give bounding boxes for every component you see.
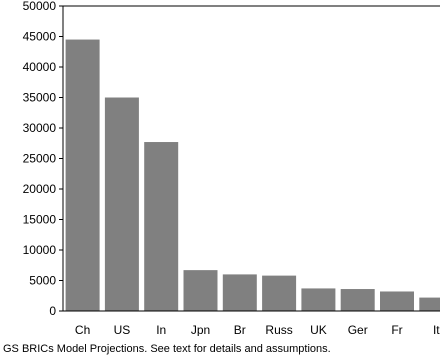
y-tick-label: 25000 (23, 152, 57, 166)
bar-br (222, 274, 257, 311)
bar-uk (301, 288, 336, 311)
bars (65, 39, 440, 312)
x-tick-label-russ: Russ (265, 323, 292, 336)
x-tick-label-us: US (114, 323, 131, 336)
y-tick-label: 10000 (23, 243, 57, 257)
chart-caption: GS BRICs Model Projections. See text for… (3, 343, 331, 355)
y-tick-label: 30000 (23, 121, 57, 135)
bar-russ (262, 275, 297, 311)
bar-jpn (183, 270, 218, 311)
bar-in (144, 142, 179, 311)
y-tick-label: 50000 (23, 0, 57, 13)
bar-chart: 0 5000 10000 15000 20000 25000 30000 35000 40000… (23, 0, 440, 336)
x-tick-label-it: It (433, 323, 440, 336)
y-tick-label: 20000 (23, 182, 57, 196)
bar-ch (65, 39, 100, 312)
x-tick-label-ch: Ch (75, 323, 90, 336)
x-tick-label-br: Br (234, 323, 246, 336)
x-tick-label-uk: UK (310, 323, 327, 336)
bar-ger (340, 289, 375, 311)
y-tick-label: 45000 (23, 30, 57, 44)
x-tick-label-jpn: Jpn (191, 323, 210, 336)
bar-fr (380, 291, 414, 311)
y-tick-label: 0 (49, 304, 56, 318)
y-tick-label: 15000 (23, 213, 57, 227)
x-tick-label-fr: Fr (391, 323, 402, 336)
x-tick-label-ger: Ger (348, 323, 368, 336)
bar-us (104, 97, 139, 311)
x-tick-label-in: In (156, 323, 166, 336)
y-tick-label: 40000 (23, 60, 57, 74)
y-axis-ticks: 0 5000 10000 15000 20000 25000 30000 35000 40000… (23, 0, 63, 318)
y-tick-label: 5000 (29, 274, 56, 288)
x-axis-labels: Ch US In Jpn Br Russ UK Ger Fr It (75, 323, 440, 336)
y-tick-label: 35000 (23, 91, 57, 105)
bar-it (419, 297, 440, 311)
